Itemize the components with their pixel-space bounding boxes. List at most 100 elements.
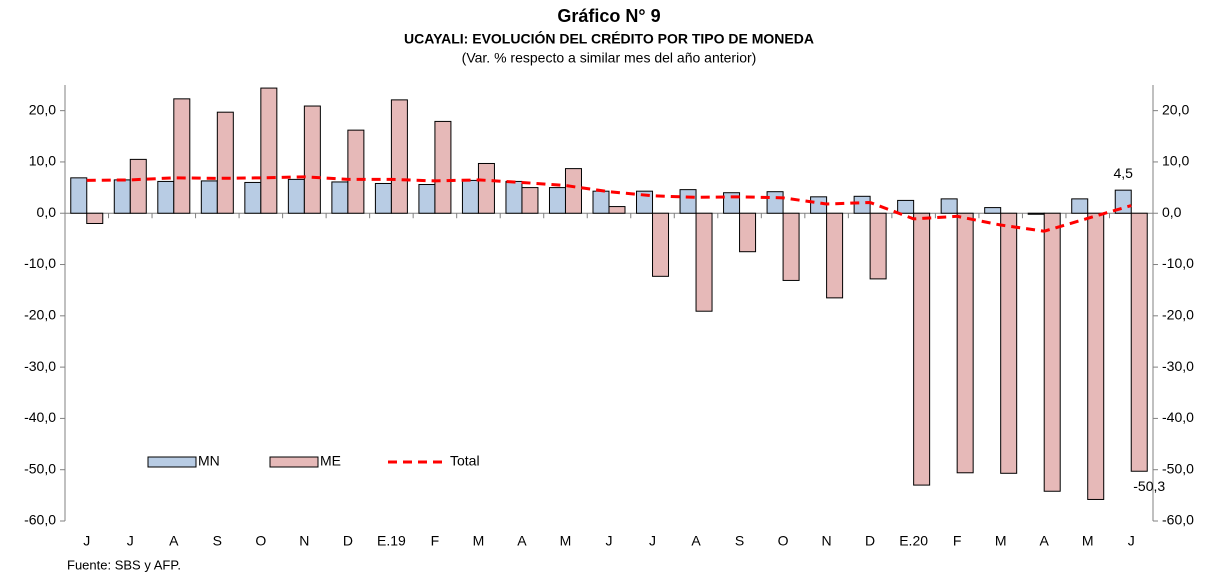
y-tick-label: 20,0	[29, 101, 56, 117]
bar	[766, 191, 784, 214]
bar	[548, 187, 566, 214]
x-tick-label: M	[473, 533, 485, 549]
bar	[505, 180, 523, 214]
x-tick-label: N	[822, 533, 832, 549]
bar	[157, 180, 175, 214]
bar	[521, 187, 539, 214]
chart-title: Gráfico N° 9	[557, 6, 660, 26]
bar	[113, 179, 131, 214]
bar	[826, 212, 844, 299]
y2-tick-label: -20,0	[1162, 307, 1194, 323]
bar	[652, 212, 670, 277]
y-tick-label: 0,0	[37, 204, 57, 220]
bar	[782, 212, 800, 281]
bar	[260, 87, 278, 214]
x-tick-label: O	[778, 533, 789, 549]
legend-label: Total	[450, 453, 480, 469]
bar	[347, 129, 365, 214]
source-note: Fuente: SBS y AFP.	[67, 557, 181, 572]
y-tick-label: -60,0	[24, 512, 56, 528]
bar	[390, 99, 408, 214]
y2-tick-label: -10,0	[1162, 255, 1194, 271]
bar	[303, 105, 321, 214]
bar	[173, 98, 191, 214]
bar	[434, 120, 452, 214]
line-series	[86, 175, 1132, 233]
bar	[477, 162, 495, 214]
y2-tick-label: 20,0	[1162, 101, 1189, 117]
bar	[1043, 212, 1061, 492]
bar	[940, 198, 958, 214]
x-tick-label: F	[953, 533, 962, 549]
x-tick-label: J	[83, 533, 90, 549]
bar	[679, 189, 697, 214]
x-tick-label: S	[213, 533, 222, 549]
chart-subtitle: UCAYALI: EVOLUCIÓN DEL CRÉDITO POR TIPO …	[404, 30, 814, 47]
x-tick-label: D	[343, 533, 353, 549]
x-tick-label: E.19	[377, 533, 406, 549]
x-tick-label: D	[865, 533, 875, 549]
bar	[86, 212, 104, 224]
x-tick-label: J	[649, 533, 656, 549]
legend-label: MN	[198, 453, 220, 469]
bar	[216, 111, 234, 214]
bar	[331, 181, 349, 214]
y-tick-label: -10,0	[24, 255, 56, 271]
bar	[564, 168, 582, 214]
x-tick-label: J	[606, 533, 613, 549]
y2-tick-label: 0,0	[1162, 204, 1182, 220]
bar	[592, 190, 610, 214]
bar	[1087, 212, 1105, 500]
bar	[70, 177, 88, 214]
bar	[608, 206, 626, 214]
bar	[287, 178, 305, 214]
y2-tick-label: -40,0	[1162, 409, 1194, 425]
bar	[869, 212, 887, 280]
legend-swatch	[147, 456, 197, 468]
x-tick-label: N	[299, 533, 309, 549]
bar	[897, 199, 915, 214]
bar	[984, 207, 1002, 214]
bar	[1130, 212, 1148, 472]
data-label: -50,3	[1133, 478, 1165, 494]
x-tick-label: S	[735, 533, 744, 549]
x-tick-label: A	[1040, 533, 1050, 549]
bar	[695, 212, 713, 312]
x-tick-label: A	[517, 533, 527, 549]
x-tick-label: J	[127, 533, 134, 549]
bar	[1114, 189, 1132, 214]
bar	[418, 184, 436, 214]
bar	[244, 181, 262, 214]
x-tick-label: M	[560, 533, 572, 549]
legend-label: ME	[320, 453, 341, 469]
y-tick-label: -40,0	[24, 409, 56, 425]
x-tick-label: J	[1128, 533, 1135, 549]
bar	[129, 158, 147, 214]
y2-tick-label: 10,0	[1162, 153, 1189, 169]
y-tick-label: -20,0	[24, 307, 56, 323]
bar	[1071, 198, 1089, 214]
y-tick-label: -30,0	[24, 358, 56, 374]
bar	[956, 212, 974, 474]
bar	[1027, 212, 1045, 215]
bar	[200, 180, 218, 214]
y2-tick-label: -50,0	[1162, 460, 1194, 476]
x-tick-label: A	[691, 533, 701, 549]
x-tick-label: A	[169, 533, 179, 549]
bar	[461, 179, 479, 214]
y2-tick-label: -30,0	[1162, 358, 1194, 374]
y-tick-label: -50,0	[24, 460, 56, 476]
y2-tick-label: -60,0	[1162, 512, 1194, 528]
data-label: 4,5	[1114, 165, 1134, 181]
bar	[913, 212, 931, 486]
x-tick-label: E.20	[899, 533, 928, 549]
legend-swatch	[269, 456, 319, 468]
bar	[853, 195, 871, 214]
x-tick-label: F	[431, 533, 440, 549]
bar	[739, 212, 757, 253]
chart-note: (Var. % respecto a similar mes del año a…	[462, 50, 757, 66]
x-tick-label: O	[255, 533, 266, 549]
y-tick-label: 10,0	[29, 153, 56, 169]
